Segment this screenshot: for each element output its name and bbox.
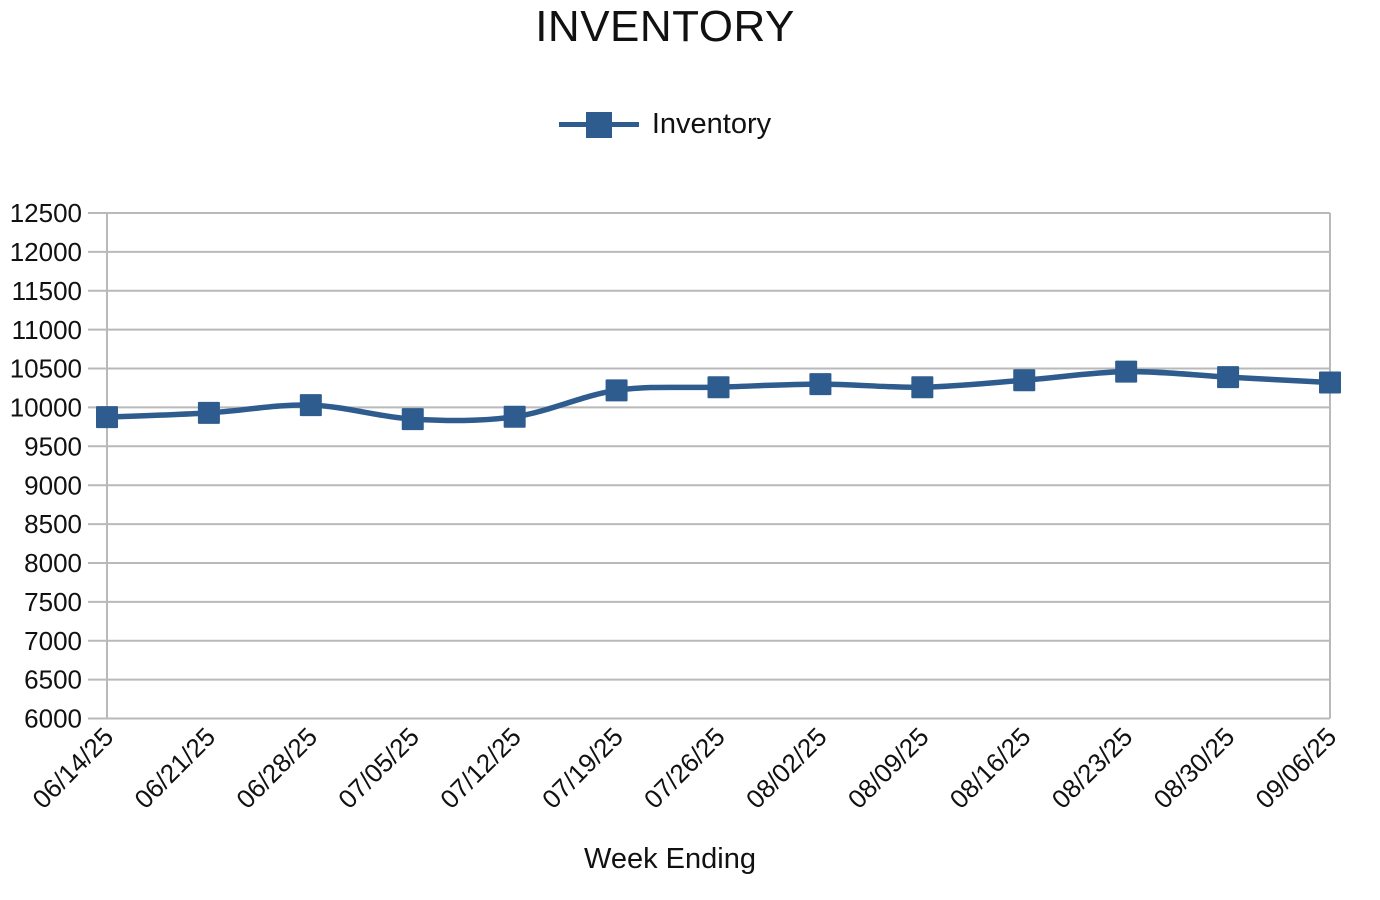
y-tick-label: 6000 — [24, 704, 82, 734]
data-point-marker — [809, 373, 832, 396]
data-point-marker — [503, 405, 526, 428]
data-point-marker — [605, 379, 628, 402]
legend-square-icon — [585, 111, 612, 138]
data-point-marker — [911, 376, 934, 399]
y-tick-label: 8500 — [24, 509, 82, 539]
x-tick-label: 07/26/25 — [638, 722, 731, 815]
x-tick-label: 06/14/25 — [26, 722, 119, 815]
y-tick-label: 10500 — [10, 354, 82, 384]
data-point-marker — [1013, 369, 1036, 392]
x-tick-label: 08/23/25 — [1046, 722, 1139, 815]
y-tick-label: 11000 — [12, 315, 82, 345]
y-tick-label: 9500 — [24, 431, 82, 461]
x-tick-label: 08/09/25 — [842, 722, 935, 815]
y-tick-label: 8000 — [24, 548, 82, 578]
x-tick-label: 08/16/25 — [944, 722, 1037, 815]
chart-title: INVENTORY — [535, 2, 795, 51]
x-tick-label: 09/06/25 — [1249, 722, 1342, 815]
x-tick-label: 07/05/25 — [332, 722, 425, 815]
y-tick-label: 12500 — [10, 198, 82, 228]
legend-label: Inventory — [651, 108, 772, 140]
data-point-marker — [1319, 371, 1341, 394]
y-tick-label: 6500 — [24, 665, 82, 695]
y-tick-label: 7000 — [24, 626, 82, 656]
data-point-marker — [707, 376, 730, 399]
y-tick-label: 11500 — [12, 276, 82, 306]
y-tick-label: 10000 — [10, 393, 82, 423]
y-tick-label: 9000 — [24, 470, 82, 500]
data-point-marker — [299, 394, 322, 417]
legend: Inventory — [0, 108, 1330, 141]
data-point-marker — [96, 406, 118, 429]
legend-series-marker-icon — [558, 111, 639, 139]
data-point-marker — [401, 408, 424, 431]
data-point-marker — [1115, 360, 1138, 383]
y-tick-label: 12000 — [10, 237, 82, 267]
y-tick-label: 7500 — [24, 587, 82, 617]
x-tick-label: 06/21/25 — [128, 722, 221, 815]
x-tick-label: 07/12/25 — [434, 722, 527, 815]
x-tick-label: 08/30/25 — [1148, 722, 1241, 815]
x-tick-label: 07/19/25 — [536, 722, 629, 815]
x-tick-label: 06/28/25 — [230, 722, 323, 815]
data-point-marker — [197, 401, 220, 424]
x-tick-label: 08/02/25 — [740, 722, 833, 815]
x-axis-title: Week Ending — [584, 843, 756, 875]
data-point-marker — [1217, 366, 1240, 389]
